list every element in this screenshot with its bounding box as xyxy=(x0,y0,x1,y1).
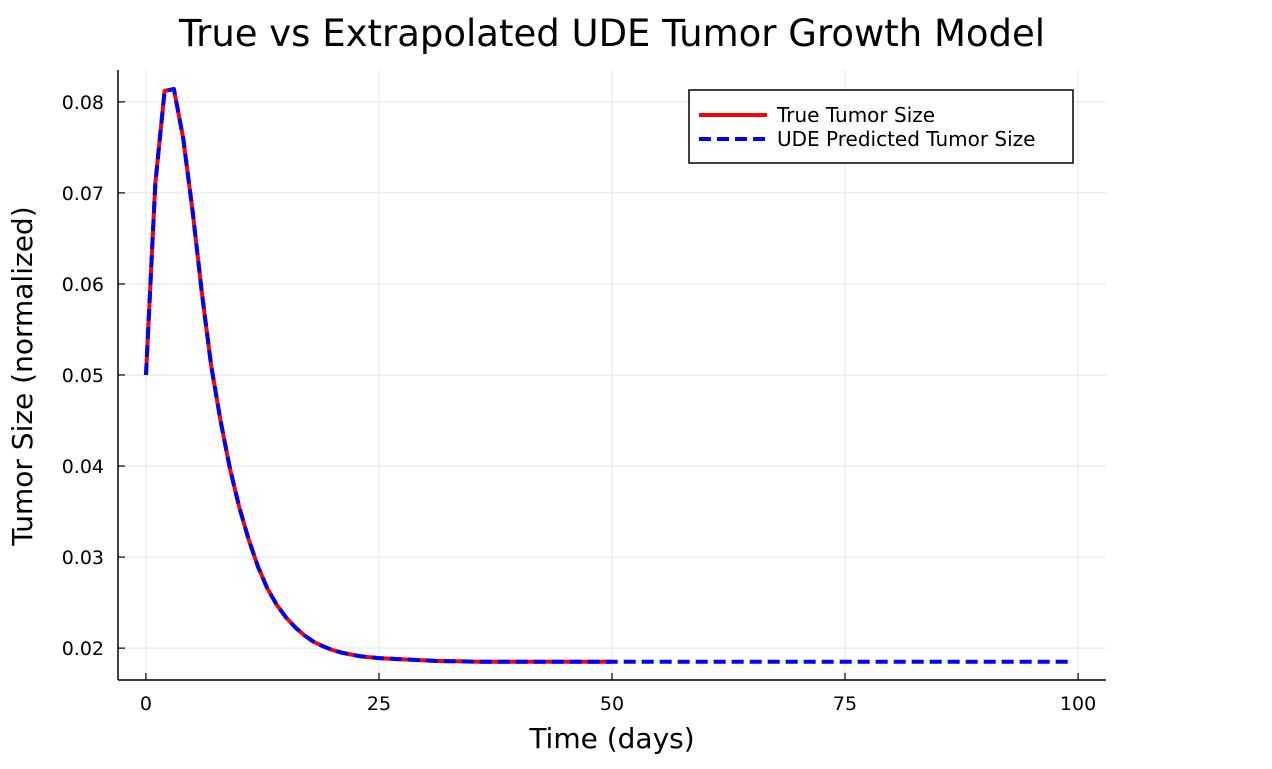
x-axis-label: Time (days) xyxy=(528,722,694,755)
x-tick-label-1: 25 xyxy=(367,693,391,715)
y-tick-label-4: 0.06 xyxy=(62,274,104,296)
x-tick-label-4: 100 xyxy=(1060,693,1096,715)
y-tick-label-2: 0.04 xyxy=(62,456,104,478)
y-tick-label-0: 0.02 xyxy=(62,638,104,660)
legend: True Tumor Size UDE Predicted Tumor Size xyxy=(688,89,1074,164)
legend-label-ude: UDE Predicted Tumor Size xyxy=(777,127,1036,151)
x-tick-label-0: 0 xyxy=(140,693,152,715)
y-tick-label-6: 0.08 xyxy=(62,92,104,114)
chart-title: True vs Extrapolated UDE Tumor Growth Mo… xyxy=(178,12,1045,55)
y-tick-label-1: 0.03 xyxy=(62,547,104,569)
axes xyxy=(117,70,1106,681)
tick-labels: 0 25 50 75 100 0.02 0.03 0.04 0.05 0.06 0.07 0.08 xyxy=(62,92,1096,715)
series-lines xyxy=(144,87,1069,664)
legend-box xyxy=(688,89,1074,164)
x-tick-label-3: 75 xyxy=(833,693,857,715)
x-tick-label-2: 50 xyxy=(600,693,624,715)
legend-label-true: True Tumor Size xyxy=(776,103,935,127)
y-tick-label-5: 0.07 xyxy=(62,183,104,205)
grid-lines xyxy=(118,70,1106,680)
y-axis-label: Tumor Size (normalized) xyxy=(6,206,39,546)
series-line-1 xyxy=(144,87,1069,664)
y-tick-label-3: 0.05 xyxy=(62,365,104,387)
